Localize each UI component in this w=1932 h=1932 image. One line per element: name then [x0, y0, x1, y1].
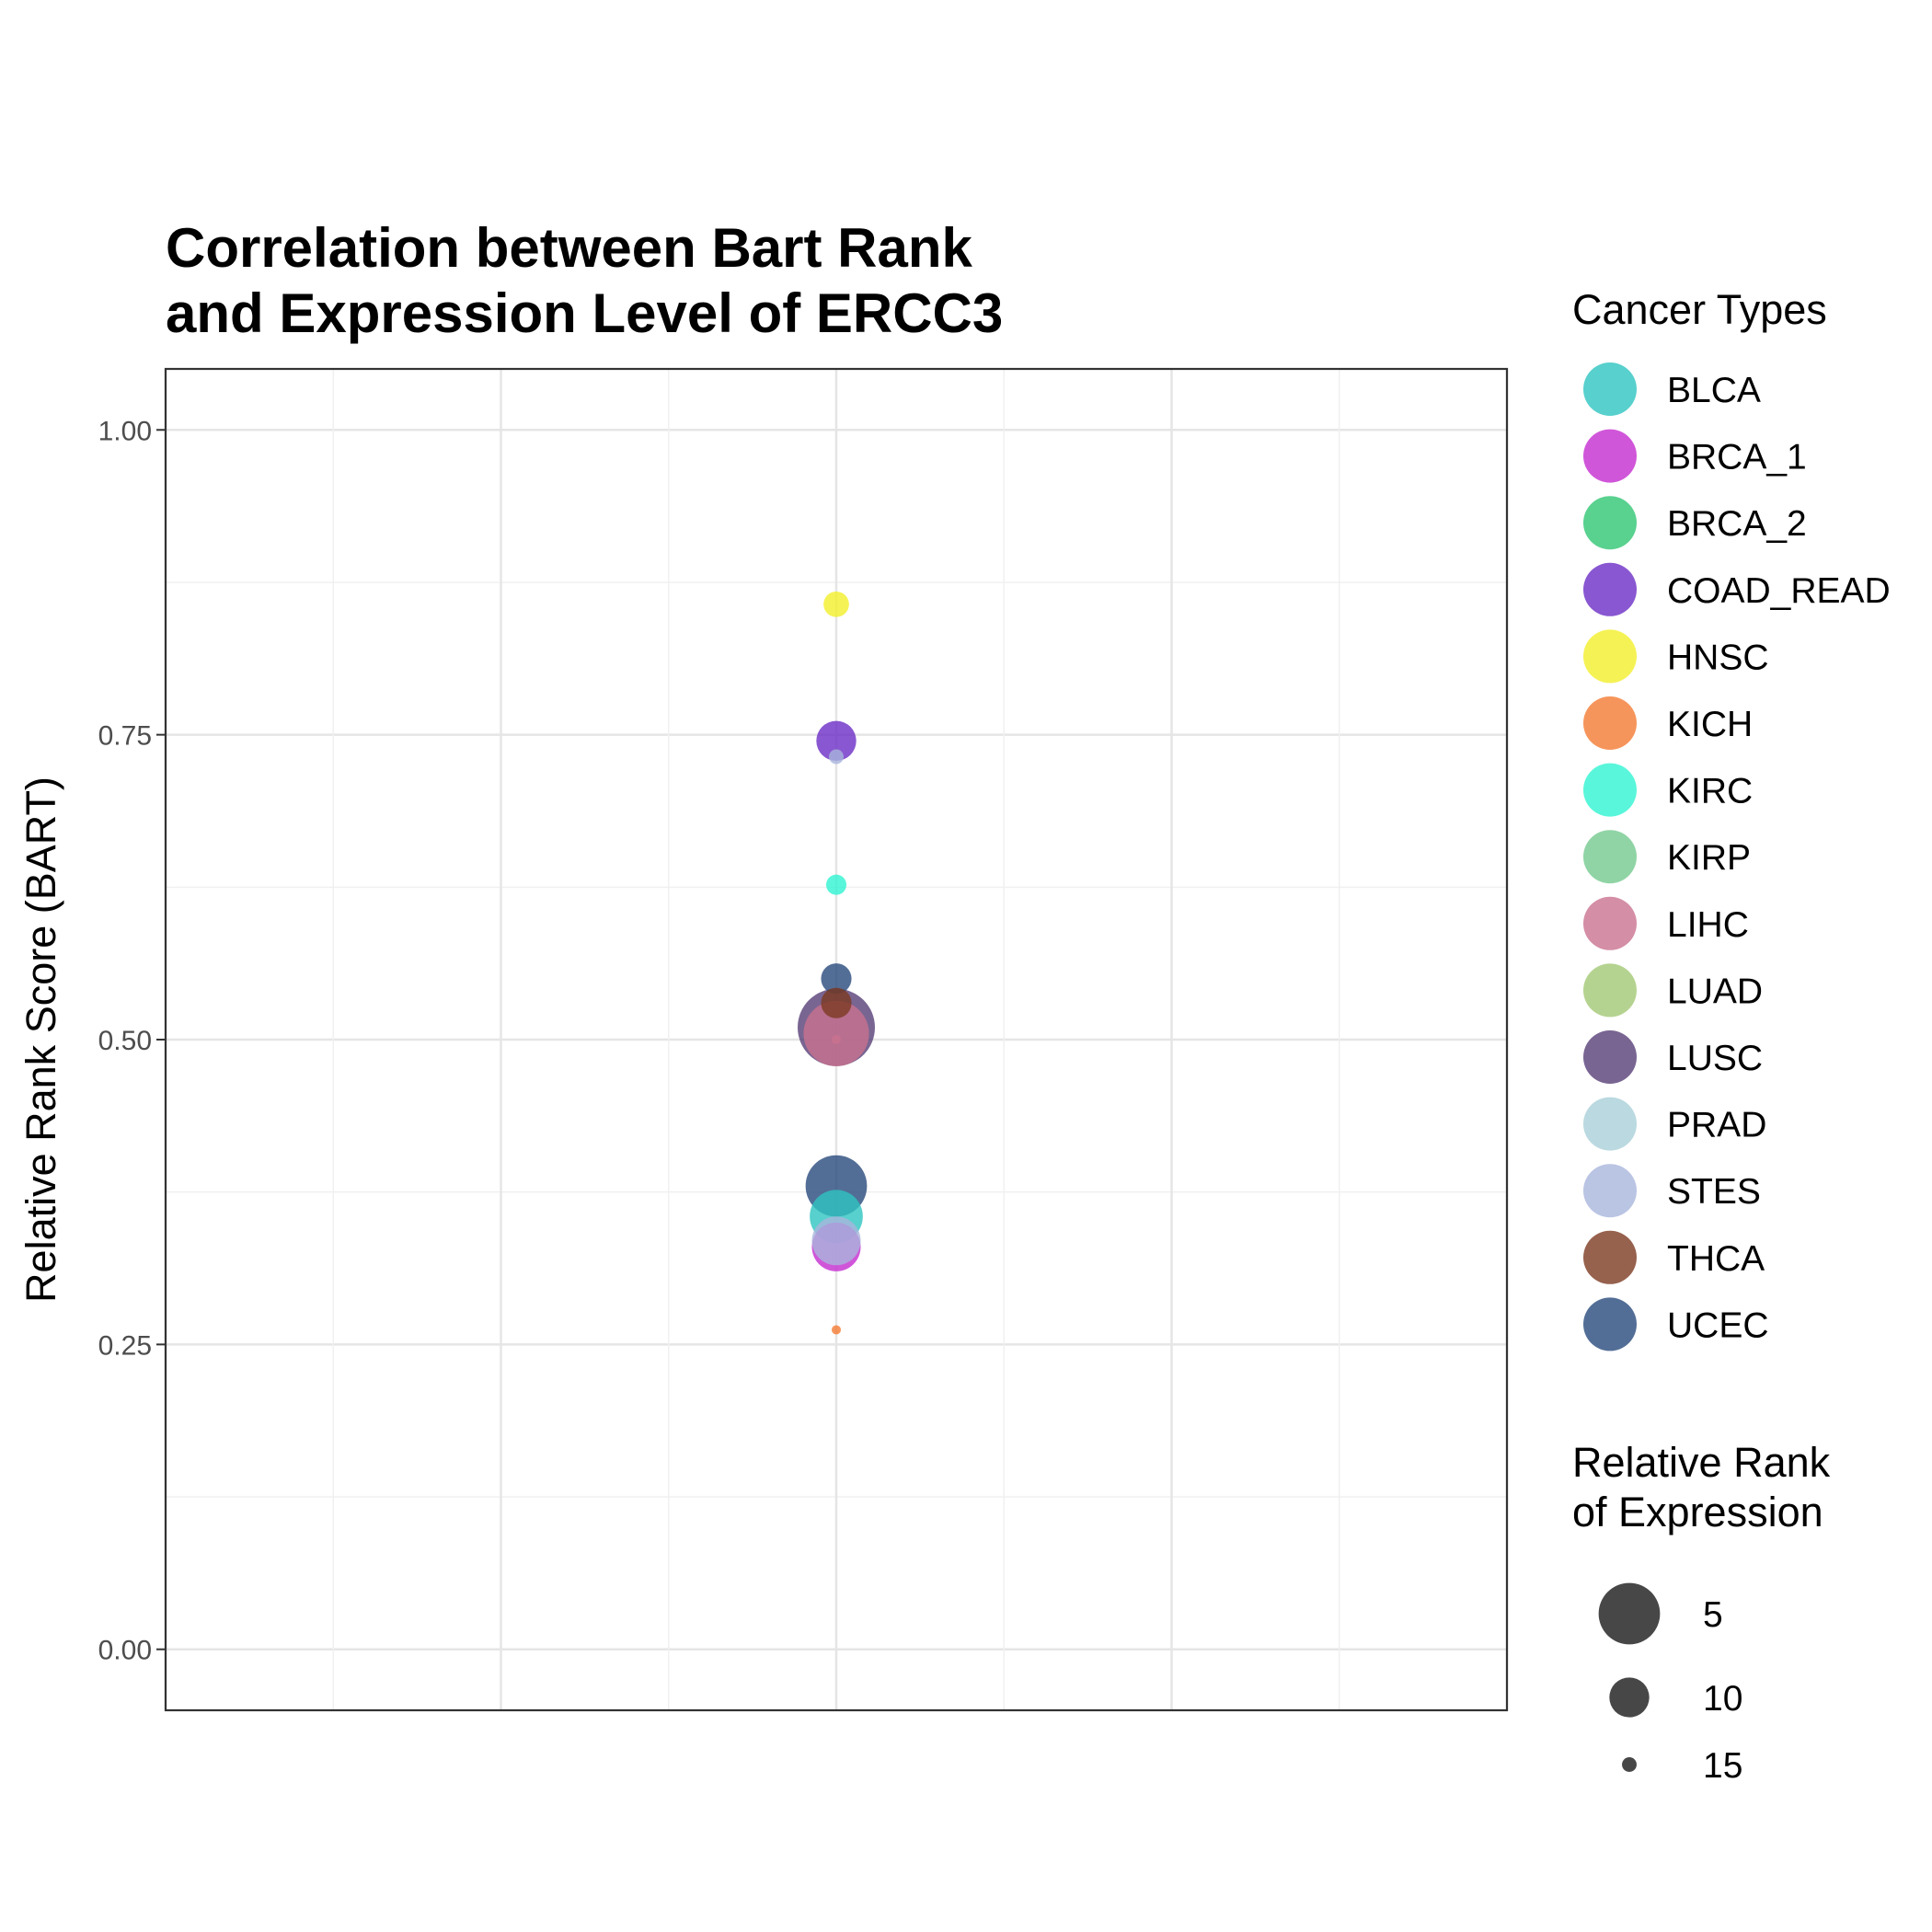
size-legend-key-5 [1598, 1582, 1661, 1645]
legend-key-coad-read [1583, 562, 1637, 616]
size-legend-title-line-1: Relative Rank [1572, 1439, 1831, 1486]
color-legend: Cancer Types BLCA BRCA_1 BRCA_2 COAD_READ HN… [1572, 286, 1891, 1351]
y-tick-label: 0.75 [98, 721, 152, 752]
legend-label-brca-1: BRCA_1 [1667, 438, 1807, 477]
legend-key-brca-2 [1583, 496, 1637, 550]
y-tick-label: 0.50 [98, 1026, 152, 1056]
size-legend-label-15: 15 [1703, 1746, 1742, 1786]
data-point-lihc [832, 1035, 841, 1044]
legend-key-prad [1583, 1097, 1637, 1151]
legend-key-kirc [1583, 763, 1637, 817]
data-point-kich [832, 1325, 841, 1335]
y-tick-label: 0.00 [98, 1636, 152, 1666]
legend-label-stes: STES [1667, 1172, 1761, 1212]
legend-key-ucec [1583, 1297, 1637, 1351]
legend-label-hnsc: HNSC [1667, 638, 1769, 677]
data-points [798, 591, 875, 1335]
size-legend: Relative Rank of Expression 5 10 15 [1572, 1439, 1831, 1786]
legend-label-kirp: KIRP [1667, 838, 1751, 878]
legend-key-blca [1583, 362, 1637, 416]
data-point-thca [821, 987, 852, 1018]
legend-label-lihc: LIHC [1667, 905, 1749, 945]
legend-key-hnsc [1583, 629, 1637, 684]
size-legend-label-10: 10 [1703, 1679, 1742, 1719]
plot-panel [164, 367, 1509, 1712]
data-point-hnsc [823, 591, 849, 617]
legend-key-lihc [1583, 896, 1637, 950]
legend-key-lusc [1583, 1030, 1637, 1084]
data-point-ucec [821, 963, 852, 995]
size-legend-key-10 [1609, 1677, 1650, 1718]
legend-key-stes [1583, 1164, 1637, 1218]
legend-label-thca: THCA [1667, 1239, 1765, 1279]
legend-key-luad [1583, 963, 1637, 1018]
legend-label-kich: KICH [1667, 705, 1753, 744]
size-legend-key-15 [1622, 1757, 1637, 1772]
data-point-stes [829, 749, 844, 765]
chart-title-line-1: Correlation between Bart Rank [166, 217, 972, 279]
legend-label-ucec: UCEC [1667, 1305, 1769, 1345]
y-tick-label: 1.00 [98, 416, 152, 446]
legend-label-lusc: LUSC [1667, 1039, 1763, 1078]
data-point-stes [811, 1216, 861, 1266]
legend-label-luad: LUAD [1667, 972, 1763, 1011]
size-legend-title-line-2: of Expression [1572, 1489, 1823, 1535]
legend-label-brca-2: BRCA_2 [1667, 504, 1807, 544]
legend-label-coad-read: COAD_READ [1667, 571, 1891, 611]
size-legend-label-5: 5 [1703, 1595, 1723, 1635]
legend-key-brca-1 [1583, 429, 1637, 483]
data-point-kirc [825, 874, 847, 895]
legend-label-blca: BLCA [1667, 371, 1761, 410]
y-axis: 0.00 0.25 0.50 0.75 1.00 [98, 416, 166, 1666]
chart-title-line-2: and Expression Level of ERCC3 [166, 282, 1003, 344]
legend-label-prad: PRAD [1667, 1106, 1766, 1145]
data-point-coad-read [816, 720, 857, 761]
data-point-lihc [803, 1000, 869, 1066]
legend-label-kirc: KIRC [1667, 772, 1753, 811]
legend-key-kirp [1583, 830, 1637, 884]
legend-key-kich [1583, 696, 1637, 750]
color-legend-title: Cancer Types [1572, 286, 1827, 333]
y-axis-title: Relative Rank Score (BART) [17, 776, 64, 1303]
legend-key-thca [1583, 1230, 1637, 1284]
y-tick-label: 0.25 [98, 1330, 152, 1361]
